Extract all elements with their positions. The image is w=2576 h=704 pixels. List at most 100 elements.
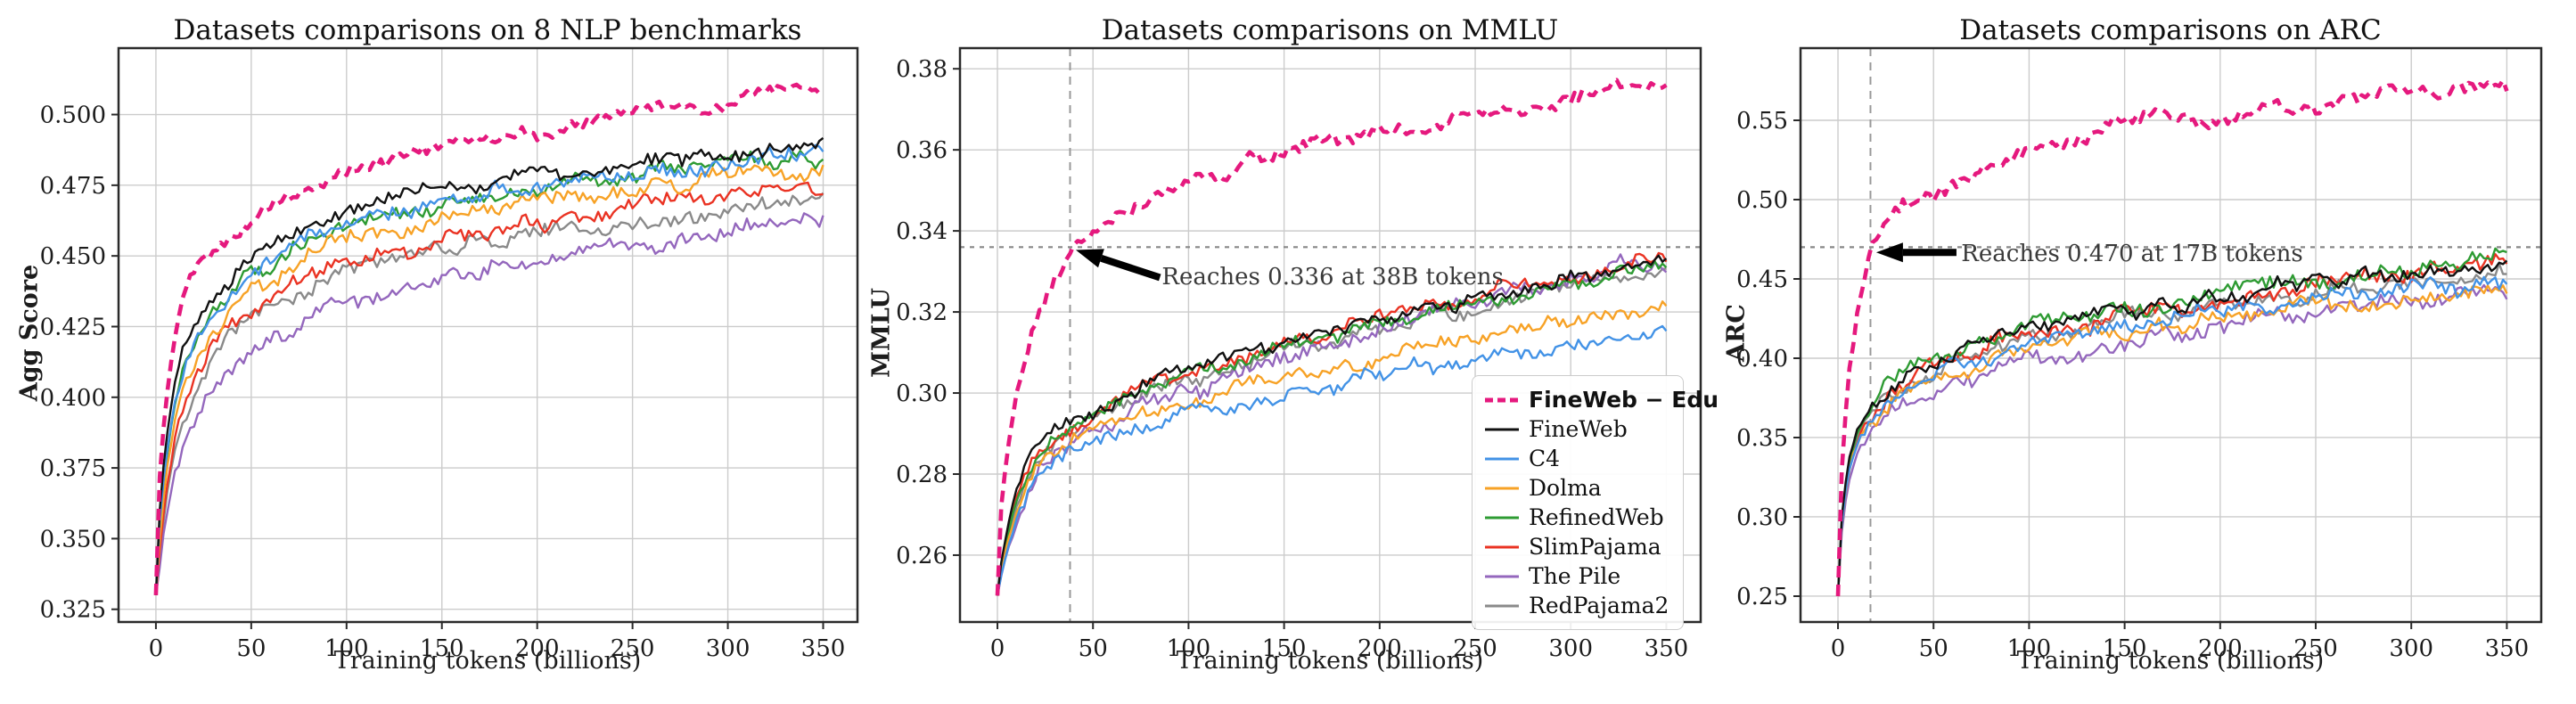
x-tick-label: 300 (1548, 635, 1593, 662)
y-tick-label: 0.350 (40, 526, 106, 553)
x-tick-label: 250 (611, 635, 655, 662)
y-tick-label: 0.30 (1736, 504, 1788, 531)
margin-mask-right (1701, 48, 1735, 624)
y-tick-label: 0.375 (40, 455, 106, 482)
annotation-text: Reaches 0.470 at 17B tokens (1961, 241, 2302, 267)
y-tick-label: 0.425 (40, 314, 106, 340)
margin-mask-left (907, 48, 960, 624)
y-tick-label: 0.26 (896, 543, 948, 569)
y-tick-label: 0.45 (1736, 266, 1788, 293)
x-tick-label: 150 (2103, 635, 2147, 662)
x-tick-label: 50 (1079, 635, 1108, 662)
legend-swatch-1 (1485, 428, 1519, 430)
legend-swatch-6 (1485, 575, 1519, 577)
y-tick-label: 0.28 (896, 462, 948, 488)
series-line-ThePile (1836, 283, 2508, 597)
series-line-FineWeb (154, 136, 824, 595)
y-axis-label-arc: ARC (1722, 304, 1751, 362)
series-line-RefinedWeb (996, 260, 1668, 596)
legend-label-2: C4 (1529, 446, 1561, 471)
legend-item-3: Dolma (1485, 473, 1672, 503)
chart-title-arc: Datasets comparisons on ARC (1959, 14, 2382, 46)
y-axis-label-agg: Agg Score (15, 264, 44, 402)
x-tick-label: 200 (2198, 635, 2243, 662)
series-line-Dolma (1836, 284, 2508, 597)
x-tick-label: 0 (149, 635, 164, 662)
margin-mask-left (1747, 48, 1801, 624)
legend-label-0: FineWeb − Edu (1529, 387, 1719, 413)
legend-swatch-3 (1485, 487, 1519, 489)
y-tick-label: 0.25 (1736, 584, 1788, 610)
x-tick-label: 250 (1453, 635, 1497, 662)
axes-spines (117, 46, 859, 624)
series-line-SlimPajama (154, 181, 824, 596)
x-tick-label: 100 (2007, 635, 2052, 662)
series-line-Dolma (154, 164, 824, 595)
legend-swatch-5 (1485, 545, 1519, 548)
legend: FineWeb − Edu FineWeb C4 Dolma RefinedWeb Sli… (1472, 375, 1719, 630)
y-tick-label: 0.30 (896, 381, 948, 407)
legend-label-4: RefinedWeb (1529, 504, 1664, 530)
legend-item-6: The Pile (1485, 561, 1672, 591)
legend-item-0: FineWeb − Edu (1485, 385, 1719, 414)
x-tick-label: 350 (2485, 635, 2530, 662)
legend-swatch-7 (1485, 604, 1519, 607)
series-line-FineWebEdu (995, 78, 1668, 596)
series-line-FineWebEdu (153, 82, 824, 595)
legend-item-7: RedPajama2 (1485, 591, 1672, 620)
x-tick-label: 0 (990, 635, 1005, 662)
legend-item-2: C4 (1485, 444, 1672, 473)
annotation-arrow-head (1075, 249, 1104, 268)
x-tick-label: 100 (1167, 635, 1211, 662)
legend-swatch-2 (1485, 457, 1519, 460)
legend-label-5: SlimPajama (1529, 534, 1661, 560)
annotation-arrow-shaft (1100, 255, 1161, 282)
series-line-RedPajama2 (154, 192, 824, 596)
legend-item-5: SlimPajama (1485, 532, 1672, 561)
legend-swatch-4 (1485, 516, 1519, 519)
y-tick-label: 0.500 (40, 102, 106, 129)
annotation-arrow-head (1875, 242, 1903, 263)
x-tick-label: 150 (1262, 635, 1307, 662)
legend-swatch-0 (1485, 397, 1519, 402)
series-line-C4 (154, 143, 824, 595)
series-line-FineWebEdu (1835, 78, 2509, 597)
axes-spines (1799, 46, 2543, 624)
y-tick-label: 0.40 (1736, 346, 1788, 372)
axes-spines (958, 46, 1702, 624)
x-tick-label: 300 (2389, 635, 2433, 662)
y-tick-label: 0.50 (1736, 187, 1788, 214)
series-line-C4 (1836, 275, 2508, 597)
margin-mask-left (65, 48, 119, 624)
y-tick-label: 0.400 (40, 385, 106, 412)
plot-background (119, 48, 857, 622)
y-tick-label: 0.32 (896, 299, 948, 326)
legend-label-3: Dolma (1529, 475, 1602, 501)
series-line-C4 (996, 324, 1668, 596)
x-tick-label: 350 (1645, 635, 1689, 662)
series-line-ThePile (154, 212, 824, 596)
x-tick-label: 350 (801, 635, 846, 662)
chart-title-agg: Datasets comparisons on 8 NLP benchmarks (173, 14, 802, 46)
series-line-Dolma (996, 300, 1668, 596)
legend-item-1: FineWeb (1485, 414, 1672, 444)
series-line-FineWeb (1836, 259, 2508, 597)
y-tick-label: 0.475 (40, 173, 106, 200)
x-tick-label: 50 (1919, 635, 1948, 662)
x-tick-label: 50 (236, 635, 266, 662)
x-tick-label: 200 (515, 635, 560, 662)
y-tick-label: 0.55 (1736, 108, 1788, 135)
x-tick-label: 150 (420, 635, 464, 662)
x-axis-label-mmlu: Training tokens (billions) (1176, 647, 1484, 675)
legend-label-6: The Pile (1529, 563, 1621, 589)
margin-mask-right (857, 48, 891, 624)
x-tick-label: 300 (706, 635, 751, 662)
margin-mask-right (2541, 48, 2575, 624)
x-tick-label: 200 (1358, 635, 1402, 662)
legend-label-7: RedPajama2 (1529, 593, 1669, 618)
legend-label-1: FineWeb (1529, 416, 1628, 442)
x-axis-label-agg: Training tokens (billions) (333, 647, 642, 675)
x-tick-label: 100 (324, 635, 369, 662)
y-tick-label: 0.36 (896, 137, 948, 164)
